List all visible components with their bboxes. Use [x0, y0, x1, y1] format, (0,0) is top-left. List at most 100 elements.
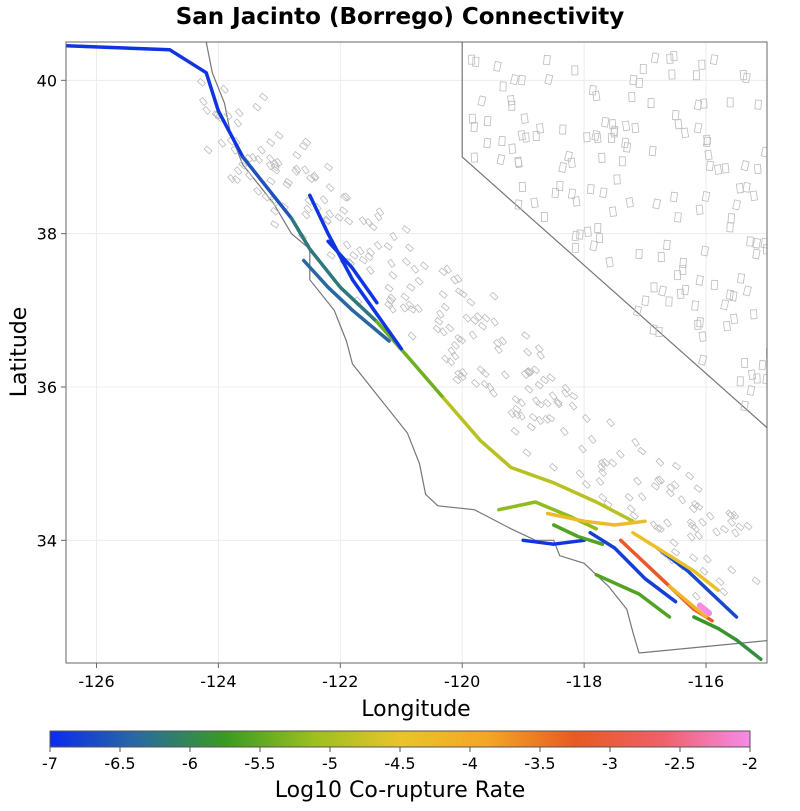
fault-section-outline: [292, 151, 302, 160]
fault-section-outline: [656, 475, 665, 485]
fault-section-outline: [291, 166, 301, 176]
fault-section-outline: [739, 69, 748, 81]
fault-section-outline: [270, 162, 280, 172]
fault-section-outline: [477, 321, 488, 331]
fault-section-outline: [274, 157, 283, 167]
fault-section-outline: [740, 160, 750, 172]
fault-section-outline: [551, 187, 560, 199]
fault-section-outline: [252, 102, 262, 112]
fault-section-outline: [414, 303, 423, 314]
fault-section-outline: [302, 137, 312, 147]
fault-section-outline: [589, 240, 599, 252]
fault-section-outline: [598, 468, 608, 478]
fault-section-outline: [473, 312, 483, 322]
fault-section-outline: [597, 462, 606, 472]
fault-section-outline: [406, 283, 416, 292]
fault-section-outline: [542, 414, 552, 424]
fault-section-outline: [740, 400, 749, 412]
y-axis-label: Latitude: [7, 307, 32, 398]
fault-section-outline: [753, 373, 761, 384]
fault-section-outline: [621, 137, 630, 149]
fault-section-outline: [687, 521, 697, 531]
fault-section-outline: [471, 379, 481, 388]
fault-section-outline: [364, 217, 374, 228]
fault-section-outline: [692, 70, 700, 81]
fault-section-outline: [483, 137, 492, 149]
fault-section-outline: [760, 237, 767, 249]
fault-section-outline: [586, 183, 595, 195]
plot-frame: [65, 41, 768, 664]
fault-section-outline: [650, 482, 660, 491]
fault-section-outline: [400, 292, 410, 302]
fault-trace: [588, 530, 678, 604]
fault-section-outline: [450, 351, 460, 361]
fault-section-outline: [588, 84, 597, 96]
fault-section-outline: [419, 261, 430, 271]
fault-section-outline: [629, 511, 639, 521]
fault-section-outline: [722, 320, 731, 332]
fault-section-outline: [676, 288, 685, 299]
fault-section-outline: [303, 204, 313, 214]
fault-section-outline: [522, 448, 532, 458]
fault-trace: [667, 584, 708, 619]
fault-section-outline: [714, 164, 723, 175]
colorbar-gradient: [49, 730, 751, 748]
fault-section-outline: [671, 461, 682, 471]
fault-section-outline: [325, 183, 335, 193]
fault-section-outline: [625, 197, 634, 208]
fault-section-outline: [665, 296, 673, 307]
fault-section-outline: [650, 52, 660, 64]
fault-section-outline: [663, 518, 672, 528]
chart-title: San Jacinto (Borrego) Connectivity: [176, 4, 625, 30]
fault-section-outline: [523, 347, 533, 357]
fault-section-outline: [729, 290, 738, 302]
fault-section-outline: [507, 409, 517, 419]
colorbar-tick-label: -3.5: [524, 754, 555, 773]
fault-section-outline: [540, 375, 550, 385]
fault-section-outline: [384, 283, 394, 293]
fault-section-outline: [364, 252, 374, 262]
fault-section-outline: [266, 176, 276, 186]
fault-section-outline: [274, 131, 284, 140]
fault-section-outline: [758, 359, 767, 371]
fault-section-outline: [542, 54, 551, 66]
x-axis-label: Longitude: [361, 697, 470, 722]
fault-section-outline: [301, 210, 311, 220]
fault-section-outline: [525, 367, 535, 376]
fault-section-outline: [508, 143, 517, 154]
fault-trace: [631, 530, 720, 592]
fault-section-outline: [518, 181, 527, 193]
fault-section-outline: [666, 483, 676, 493]
colorbar-tick-label: -6.5: [104, 754, 135, 773]
fault-section-outline: [472, 56, 480, 67]
fault-section-outline: [575, 469, 585, 479]
fault-section-outline: [581, 479, 591, 489]
fault-section-outline: [670, 50, 678, 62]
fault-section-outline: [462, 313, 472, 323]
fault-section-outline: [410, 264, 420, 274]
fault-section-outline: [657, 252, 665, 263]
fault-section-outline: [558, 162, 567, 173]
fault-section-outline: [270, 206, 280, 216]
fault-section-outline: [450, 340, 460, 350]
fault-section-outline: [615, 449, 625, 459]
fault-section-outline: [231, 175, 241, 184]
fault-section-outline: [583, 132, 591, 143]
fault-section-outline: [742, 285, 752, 297]
fault-trace: [692, 615, 739, 642]
fault-trace: [545, 511, 647, 527]
fault-section-outline: [326, 251, 336, 260]
fault-section-outline: [480, 369, 490, 378]
fault-section-outline: [746, 385, 756, 396]
fault-section-outline: [468, 330, 478, 340]
fault-section-outline: [334, 213, 344, 222]
fault-section-outline: [705, 511, 715, 521]
fault-section-outline: [203, 145, 213, 155]
x-tick-label: -122: [322, 672, 358, 691]
fault-section-outline: [520, 113, 529, 124]
y-tick-label: 34: [37, 531, 57, 550]
fault-section-outline: [459, 368, 468, 378]
fault-trace: [551, 523, 605, 546]
fault-section-outline: [457, 371, 467, 381]
fault-section-outline: [549, 462, 559, 472]
